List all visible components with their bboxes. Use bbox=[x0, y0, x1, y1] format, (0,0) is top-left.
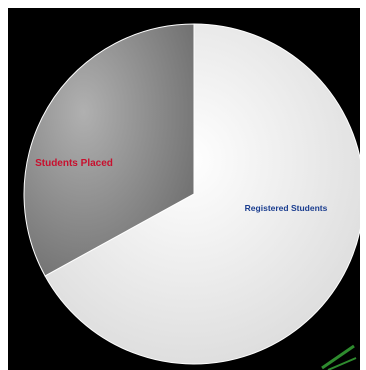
slice-label-students-placed: Students Placed bbox=[35, 158, 113, 169]
plot-area: Registered Students Students Placed bbox=[8, 8, 360, 370]
slice-label-registered-students: Registered Students bbox=[245, 203, 328, 213]
pie-slice-registered-students bbox=[44, 23, 360, 365]
decorative-green-stroke bbox=[321, 344, 355, 370]
pie-slice-students-placed bbox=[23, 23, 195, 277]
decorative-green-stroke-2 bbox=[327, 357, 357, 370]
pie-chart: Registered Students Students Placed bbox=[23, 23, 360, 370]
